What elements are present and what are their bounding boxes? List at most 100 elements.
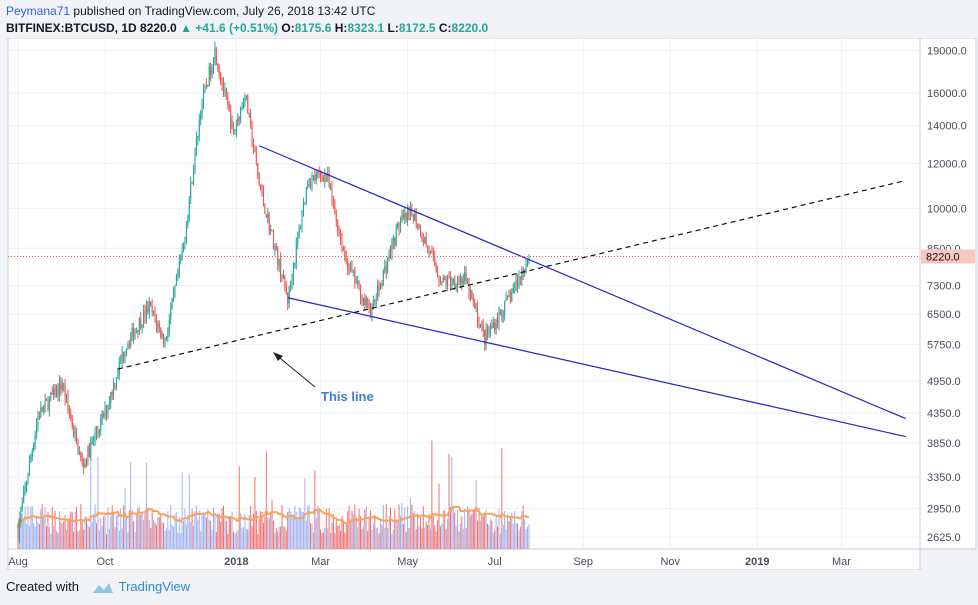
candle-body	[507, 295, 509, 298]
volume-bar	[472, 510, 474, 549]
up-triangle-icon: ▲	[180, 21, 192, 35]
volume-bar	[164, 531, 166, 549]
candle-body	[280, 258, 282, 278]
candle-body	[419, 225, 421, 237]
candle-body	[277, 248, 279, 266]
volume-bar	[67, 519, 69, 549]
candle-body	[457, 281, 459, 288]
candle-body	[421, 236, 423, 239]
volume-bar	[40, 509, 42, 549]
candle-body	[66, 395, 68, 399]
candle-body	[392, 238, 394, 243]
footer: Created with TradingView	[6, 579, 190, 595]
volume-bar	[348, 506, 350, 549]
candle-body	[95, 432, 97, 434]
candle-body	[80, 452, 82, 458]
candle-body	[352, 269, 354, 271]
candle-body	[342, 249, 344, 252]
candle-body	[241, 104, 243, 108]
volume-bar	[184, 508, 186, 549]
volume-bar	[508, 521, 510, 549]
candle-body	[214, 47, 216, 64]
volume-bar	[324, 527, 326, 549]
trendlines[interactable]	[117, 145, 906, 438]
candle-body	[305, 187, 307, 203]
volume-bar	[151, 508, 153, 549]
candle-body	[231, 122, 233, 129]
volume-bar	[78, 529, 80, 549]
volume-bar	[41, 504, 43, 549]
price-chart[interactable]: 19000.016000.014000.012000.010000.08500.…	[0, 38, 978, 570]
candle-body	[242, 102, 244, 105]
volume-bar	[153, 520, 155, 549]
volume-bar	[419, 517, 421, 549]
volume-bar	[141, 511, 143, 549]
candle-body	[28, 461, 30, 476]
candle-body	[44, 400, 46, 407]
volume-bar	[197, 519, 199, 549]
volume-bar	[327, 528, 329, 549]
last-price-tag-text: 8220.0	[926, 252, 960, 264]
candle-body	[485, 329, 487, 344]
volume-bar	[150, 528, 152, 549]
volume-bar	[257, 533, 259, 549]
volume-bar	[76, 507, 78, 549]
candle-body	[131, 328, 133, 337]
candle-body	[290, 283, 292, 287]
volume-bar	[521, 511, 523, 549]
volume-bar	[191, 508, 193, 549]
volume-bar	[341, 516, 343, 549]
volume-bar	[271, 499, 273, 549]
candle-body	[350, 264, 352, 271]
volume-bar	[264, 516, 266, 549]
candle-body	[304, 202, 306, 204]
candle-body	[90, 442, 92, 458]
volume-bar	[464, 509, 466, 549]
candle-body	[521, 271, 523, 279]
volume-bar	[120, 508, 122, 549]
candle-body	[471, 290, 473, 298]
candle-body	[515, 280, 517, 289]
candle-body	[70, 413, 72, 419]
volume-bar	[281, 505, 283, 549]
candle-body	[449, 278, 451, 286]
volume-bar	[131, 509, 133, 549]
candle-body	[375, 299, 377, 302]
trendline-dashed	[117, 179, 906, 370]
volume-bar	[455, 525, 457, 549]
candle-body	[137, 329, 139, 333]
volume-bar	[501, 448, 503, 549]
volume-bar	[387, 527, 389, 549]
volume-bar	[252, 513, 254, 549]
volume-bar	[155, 525, 157, 549]
candle-body	[93, 439, 95, 441]
volume-bar	[50, 533, 52, 549]
candle-body	[478, 322, 480, 327]
author-link[interactable]: Peymana71	[6, 4, 71, 18]
volume-bar	[310, 522, 312, 549]
volume-bar	[56, 530, 58, 549]
volume-bar	[207, 508, 209, 549]
candle-body	[223, 84, 225, 92]
candle-body	[519, 276, 521, 279]
candle-body	[338, 230, 340, 233]
volume-bar	[133, 521, 135, 549]
volume-bar	[97, 456, 99, 549]
volume-bar	[88, 526, 90, 549]
high-value: 8323.1	[347, 21, 385, 35]
volume-bar	[300, 508, 302, 549]
candle-body	[113, 383, 115, 395]
candle-body	[252, 144, 254, 150]
annotation[interactable]: This line	[273, 352, 374, 404]
candle-body	[127, 344, 129, 349]
candle-body	[294, 263, 296, 266]
volume-bar	[217, 514, 219, 549]
candle-body	[38, 415, 40, 418]
volume-bar	[210, 520, 212, 549]
candle-body	[174, 286, 176, 292]
candle-body	[130, 336, 132, 346]
candle-body	[394, 238, 396, 245]
volume-bar	[467, 506, 469, 549]
tradingview-link[interactable]: TradingView	[118, 579, 191, 594]
volume-bar	[201, 515, 203, 549]
